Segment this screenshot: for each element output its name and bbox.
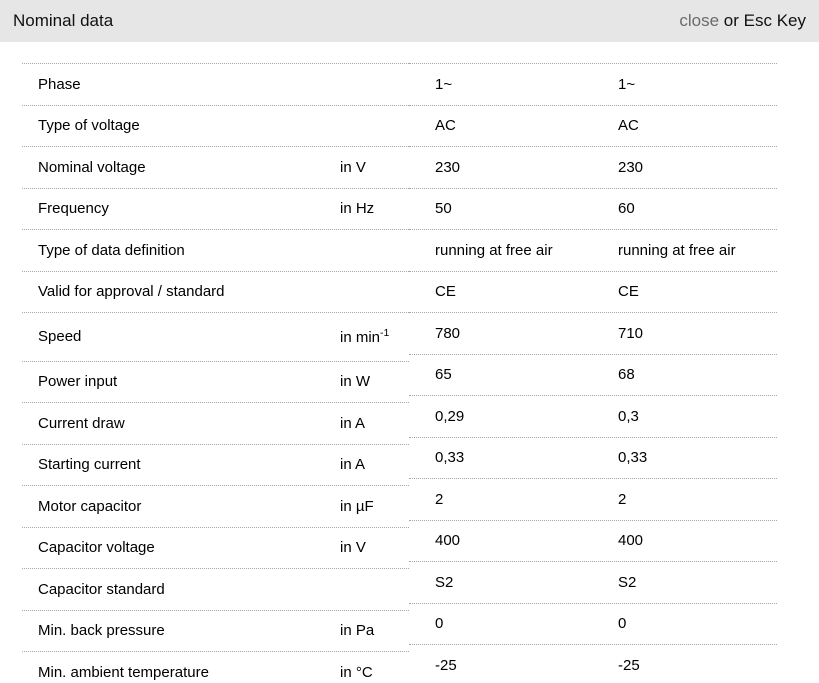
value-cell-2: 1~	[618, 75, 636, 93]
table-row: Type of data definition	[22, 230, 409, 272]
value-cell-2: 0	[618, 615, 627, 633]
unit-label: in A	[340, 456, 366, 474]
table-row-values: 780 710	[409, 313, 777, 355]
parameter-unit-column: Phase Type of voltage Nominal voltage in…	[22, 63, 409, 683]
table-row-values: -25 -25	[409, 645, 777, 683]
table-row-values: 1~ 1~	[409, 64, 777, 106]
table-row-values: AC AC	[409, 106, 777, 147]
table-row: Phase	[22, 64, 409, 106]
value-cell-1: 1~	[435, 75, 453, 93]
value-cell-2: 0,3	[618, 407, 639, 425]
value-cell-1: S2	[435, 573, 454, 591]
unit-label: in Hz	[340, 200, 375, 218]
value-cell-2: CE	[618, 283, 639, 301]
value-cell-1: 780	[435, 324, 461, 342]
value-cell-1: running at free air	[435, 241, 553, 259]
esc-key-hint: or Esc Key	[723, 11, 806, 30]
table-row: Min. back pressure in Pa	[22, 611, 409, 652]
parameter-label: Min. back pressure	[38, 622, 165, 640]
table-row: Starting current in A	[22, 445, 409, 486]
nominal-data-table: Phase Type of voltage Nominal voltage in…	[22, 63, 777, 683]
value-cell-2: AC	[618, 117, 639, 135]
parameter-label: Type of data definition	[38, 241, 185, 259]
parameter-label: Speed	[38, 328, 82, 346]
value-cell-2: 60	[618, 200, 635, 218]
unit-label: in A	[340, 414, 366, 432]
table-row-values: 400 400	[409, 521, 777, 562]
table-row-values: S2 S2	[409, 562, 777, 604]
parameter-label: Nominal voltage	[38, 158, 146, 176]
table-row-values: 0,33 0,33	[409, 438, 777, 479]
table-row: Capacitor voltage in V	[22, 528, 409, 569]
values-columns: 1~ 1~ AC AC 230 230 50 60 running at fre…	[409, 63, 777, 683]
table-row-values: CE CE	[409, 272, 777, 313]
value-cell-2: -25	[618, 656, 640, 674]
value-cell-1: 50	[435, 200, 452, 218]
close-link[interactable]: close	[679, 11, 720, 30]
parameter-label: Frequency	[38, 200, 109, 218]
table-row: Speed in min-1	[22, 313, 409, 362]
table-row: Current draw in A	[22, 403, 409, 445]
parameter-label: Min. ambient temperature	[38, 663, 209, 681]
value-cell-1: AC	[435, 117, 456, 135]
table-row-values: 2 2	[409, 479, 777, 521]
value-cell-2: S2	[618, 573, 637, 591]
parameter-label: Current draw	[38, 414, 125, 432]
table-row-values: 50 60	[409, 189, 777, 230]
value-cell-1: 0,33	[435, 449, 465, 467]
value-cell-1: -25	[435, 656, 457, 674]
modal-header: Nominal data close or Esc Key	[0, 0, 819, 42]
parameter-label: Phase	[38, 75, 81, 93]
unit-label: in °C	[340, 663, 373, 681]
table-row-values: 0 0	[409, 604, 777, 645]
unit-label: in Pa	[340, 622, 375, 640]
unit-label: in µF	[340, 497, 374, 515]
unit-label: in V	[340, 539, 366, 557]
table-row-values: 0,29 0,3	[409, 396, 777, 438]
value-cell-2: 2	[618, 490, 627, 508]
value-cell-2: 0,33	[618, 449, 648, 467]
value-cell-2: running at free air	[618, 241, 736, 259]
table-row: Type of voltage	[22, 106, 409, 147]
parameter-label: Motor capacitor	[38, 497, 142, 515]
table-row: Min. ambient temperature in °C	[22, 652, 409, 683]
value-cell-1: 65	[435, 366, 452, 384]
parameter-label: Capacitor voltage	[38, 539, 155, 557]
table-row: Motor capacitor in µF	[22, 486, 409, 528]
value-cell-2: 230	[618, 158, 644, 176]
value-cell-1: 0	[435, 615, 444, 633]
parameter-label: Starting current	[38, 456, 141, 474]
table-row-values: 65 68	[409, 355, 777, 396]
value-cell-2: 710	[618, 324, 644, 342]
value-cell-1: CE	[435, 283, 456, 301]
table-row: Capacitor standard	[22, 569, 409, 611]
unit-label: in min-1	[340, 326, 390, 346]
table-row: Frequency in Hz	[22, 189, 409, 230]
parameter-label: Capacitor standard	[38, 580, 165, 598]
unit-label: in V	[340, 158, 366, 176]
parameter-label: Valid for approval / standard	[38, 283, 225, 301]
value-cell-1: 400	[435, 532, 461, 550]
table-row: Valid for approval / standard	[22, 272, 409, 313]
value-cell-2: 400	[618, 532, 644, 550]
value-cell-1: 2	[435, 490, 444, 508]
table-row: Nominal voltage in V	[22, 147, 409, 189]
header-actions: close or Esc Key	[679, 11, 806, 31]
value-cell-2: 68	[618, 366, 635, 384]
parameter-label: Type of voltage	[38, 117, 140, 135]
value-cell-1: 0,29	[435, 407, 465, 425]
parameter-label: Power input	[38, 373, 118, 391]
table-row: Power input in W	[22, 362, 409, 403]
unit-label: in W	[340, 373, 370, 391]
table-row-values: 230 230	[409, 147, 777, 189]
table-row-values: running at free air running at free air	[409, 230, 777, 272]
page-title: Nominal data	[13, 11, 114, 30]
value-cell-1: 230	[435, 158, 461, 176]
